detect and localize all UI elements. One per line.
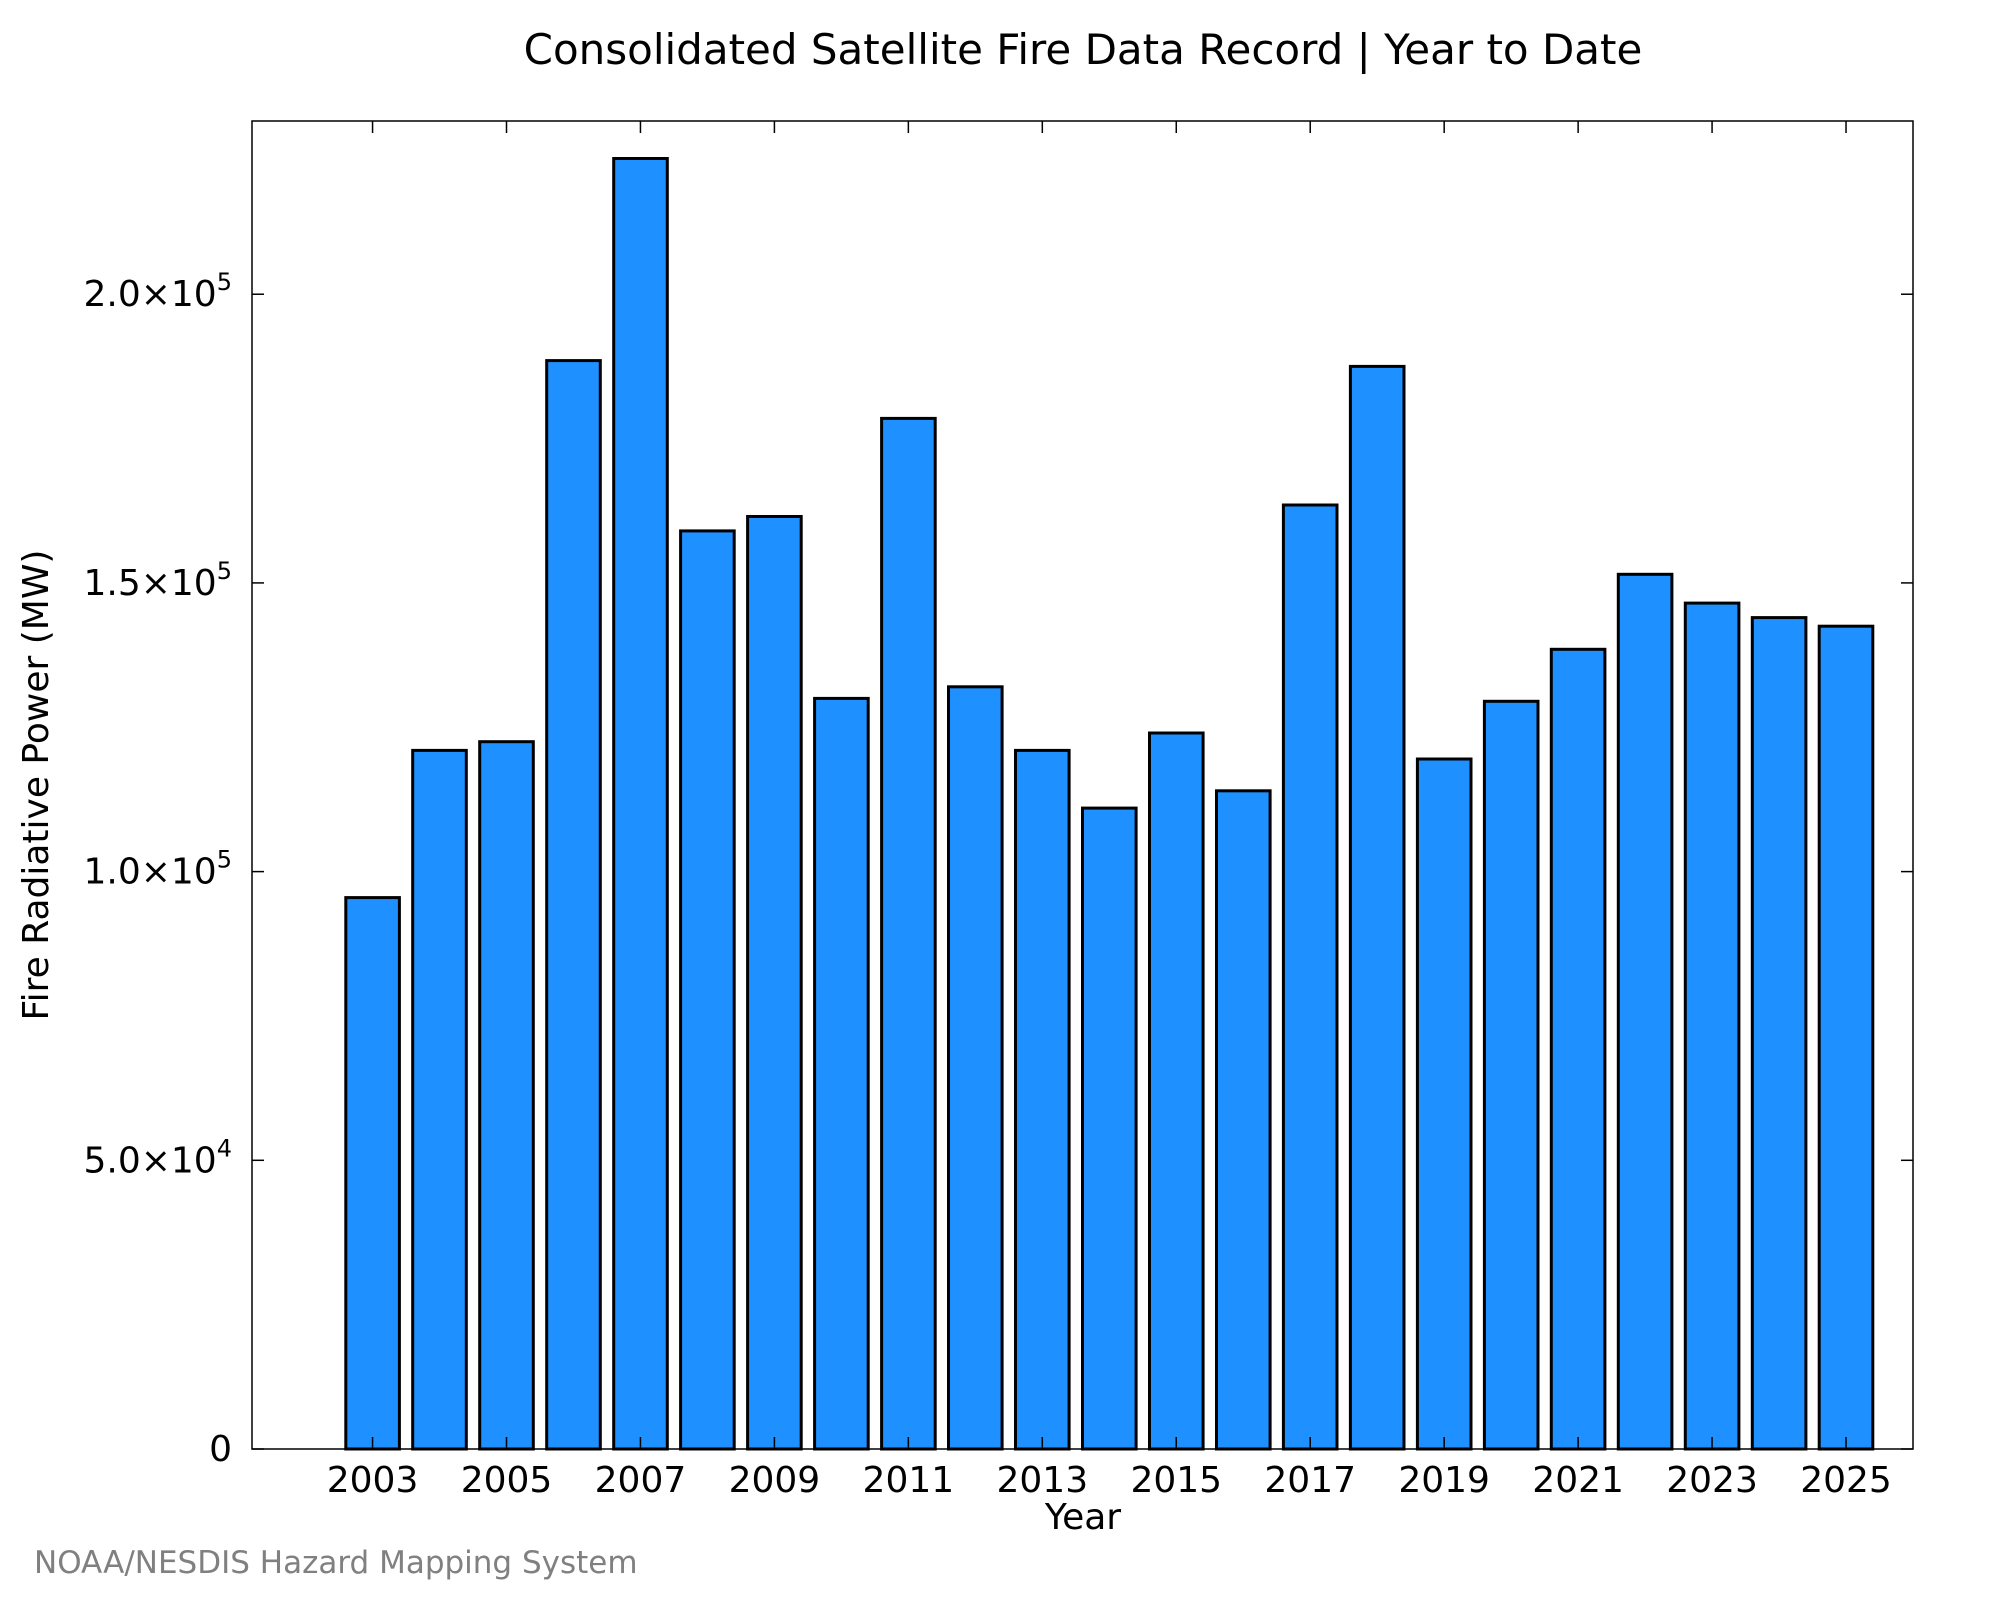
- x-tick-label-2013: 2013: [997, 1460, 1089, 1501]
- y-tick-label-150000: 1.5×105: [83, 557, 232, 604]
- x-tick-label-2009: 2009: [729, 1460, 821, 1501]
- bar-2017: [1281, 503, 1339, 1451]
- bar-2012: [947, 685, 1004, 1451]
- x-tick-label-2017: 2017: [1264, 1460, 1356, 1501]
- bar-2020: [1482, 699, 1540, 1451]
- bar-2018: [1348, 364, 1406, 1451]
- bar-2019: [1415, 757, 1473, 1451]
- bar-2005: [478, 740, 535, 1451]
- x-tick-label-2007: 2007: [595, 1460, 687, 1501]
- x-tick-label-2019: 2019: [1398, 1460, 1490, 1501]
- bar-2015: [1148, 731, 1205, 1451]
- x-tick-label-2025: 2025: [1800, 1460, 1892, 1501]
- bar-2008: [679, 529, 736, 1451]
- bar-2003: [344, 896, 401, 1451]
- x-tick-label-2003: 2003: [327, 1460, 419, 1501]
- bar-2011: [880, 416, 937, 1451]
- bar-2025: [1817, 624, 1875, 1451]
- source-credit: NOAA/NESDIS Hazard Mapping System: [34, 1545, 638, 1581]
- x-tick-label-2023: 2023: [1666, 1460, 1758, 1501]
- x-axis-label: Year: [1044, 1497, 1121, 1538]
- x-tick-label-2021: 2021: [1532, 1460, 1624, 1501]
- bar-2014: [1081, 806, 1138, 1451]
- x-tick-label-2005: 2005: [461, 1460, 553, 1501]
- y-tick-label-50000: 5.0×104: [83, 1134, 232, 1181]
- plot-frame: [251, 120, 1914, 1450]
- bar-2021: [1549, 647, 1607, 1451]
- bar-2013: [1014, 748, 1071, 1451]
- x-tick-labels: 2003 2005 2007 2009 2011 2013 2015 2017 2019 2021…: [327, 1460, 1892, 1501]
- y-tick-labels: 0 5.0×104 1.0×105 1.5×105 2.0×105: [83, 268, 232, 1470]
- bar-2004: [411, 748, 468, 1451]
- x-tick-label-2015: 2015: [1130, 1460, 1222, 1501]
- bars-group: [344, 157, 1875, 1451]
- bar-2022: [1616, 572, 1674, 1451]
- y-tick-label-100000: 1.0×105: [83, 846, 232, 893]
- bar-2007: [612, 157, 669, 1451]
- x-tick-label-2011: 2011: [863, 1460, 955, 1501]
- bar-2016: [1215, 789, 1272, 1451]
- chart-title: Consolidated Satellite Fire Data Record …: [524, 25, 1643, 74]
- y-axis-label: Fire Radiative Power (MW): [16, 550, 57, 1021]
- y-tick-label-200000: 2.0×105: [83, 268, 232, 315]
- y-tick-label-0: 0: [209, 1429, 232, 1470]
- bar-2010: [813, 696, 870, 1451]
- bar-2006: [545, 359, 602, 1451]
- bar-2024: [1750, 616, 1808, 1451]
- bar-2023: [1683, 601, 1741, 1451]
- bar-2009: [746, 515, 803, 1451]
